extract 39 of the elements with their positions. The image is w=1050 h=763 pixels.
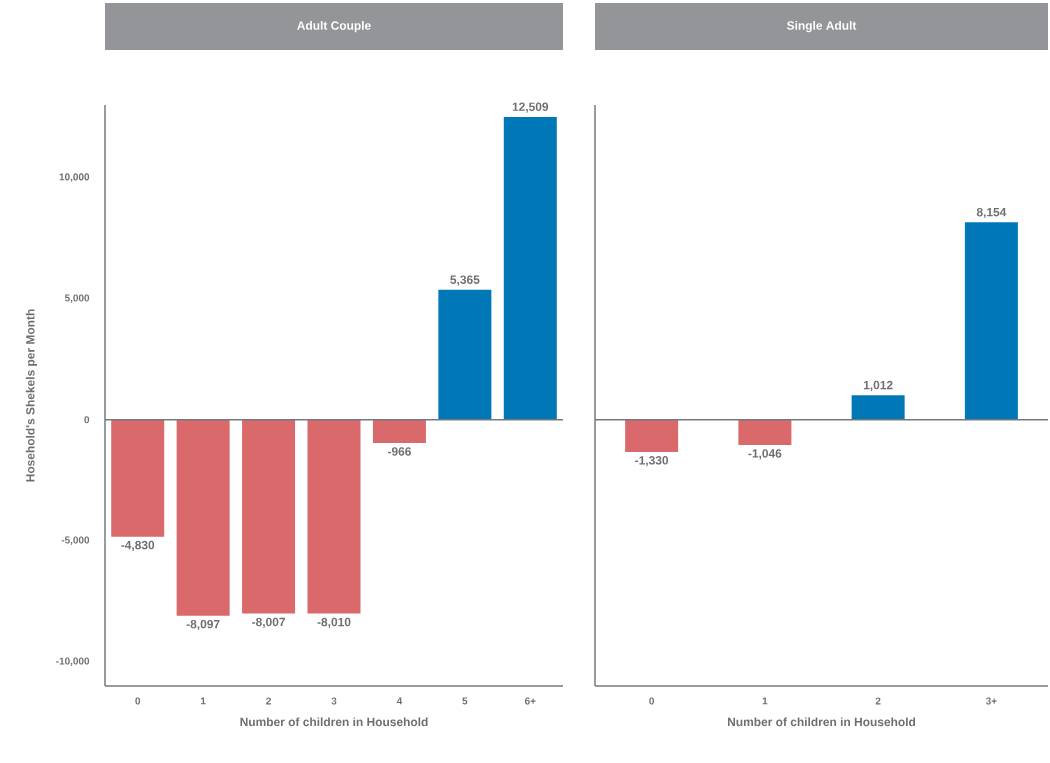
bar [503,116,557,420]
data-label: 8,154 [976,207,1007,219]
x-tick-label: 3 [331,697,337,705]
bar [176,419,230,616]
bar [111,419,165,537]
x-tick-label: 3+ [985,697,997,705]
y-tick-label: 0 [84,416,90,424]
data-label: -8,010 [317,617,351,628]
x-tick-label: 1 [762,697,768,705]
chart-title: Single Adult [786,20,857,33]
x-axis-title: Number of children in Household [240,717,428,727]
y-tick-label: -10,000 [56,657,90,667]
x-tick-label: 2 [266,697,271,705]
data-label: -8,007 [252,617,285,628]
data-label: -1,046 [748,449,782,460]
y-tick-label: -5,000 [61,536,90,545]
chart-title: Adult Couple [297,21,371,33]
y-axis-title: Hosehold's Shekels per Month [25,309,37,482]
x-tick-label: 4 [396,697,403,705]
x-tick-label: 6+ [524,697,536,705]
data-label: -4,830 [121,540,155,552]
bar [307,419,361,614]
x-tick-label: 5 [462,697,468,705]
data-label: 1,012 [863,380,893,392]
x-axis-title: Number of children in Household [727,717,916,727]
data-label: -966 [387,447,411,456]
x-tick-label: 0 [649,697,654,705]
y-tick-label: 5,000 [64,294,90,303]
y-tick-label: 10,000 [59,173,90,182]
data-label: -1,330 [635,456,669,467]
data-label: 12,509 [512,102,549,113]
data-label: 5,365 [450,275,480,286]
x-tick-label: 1 [201,697,206,705]
bar [242,419,296,614]
bar [372,419,426,444]
x-tick-label: 0 [135,697,141,705]
x-tick-label: 2 [875,697,881,705]
bar [438,289,492,420]
data-label: -8,097 [186,619,220,631]
